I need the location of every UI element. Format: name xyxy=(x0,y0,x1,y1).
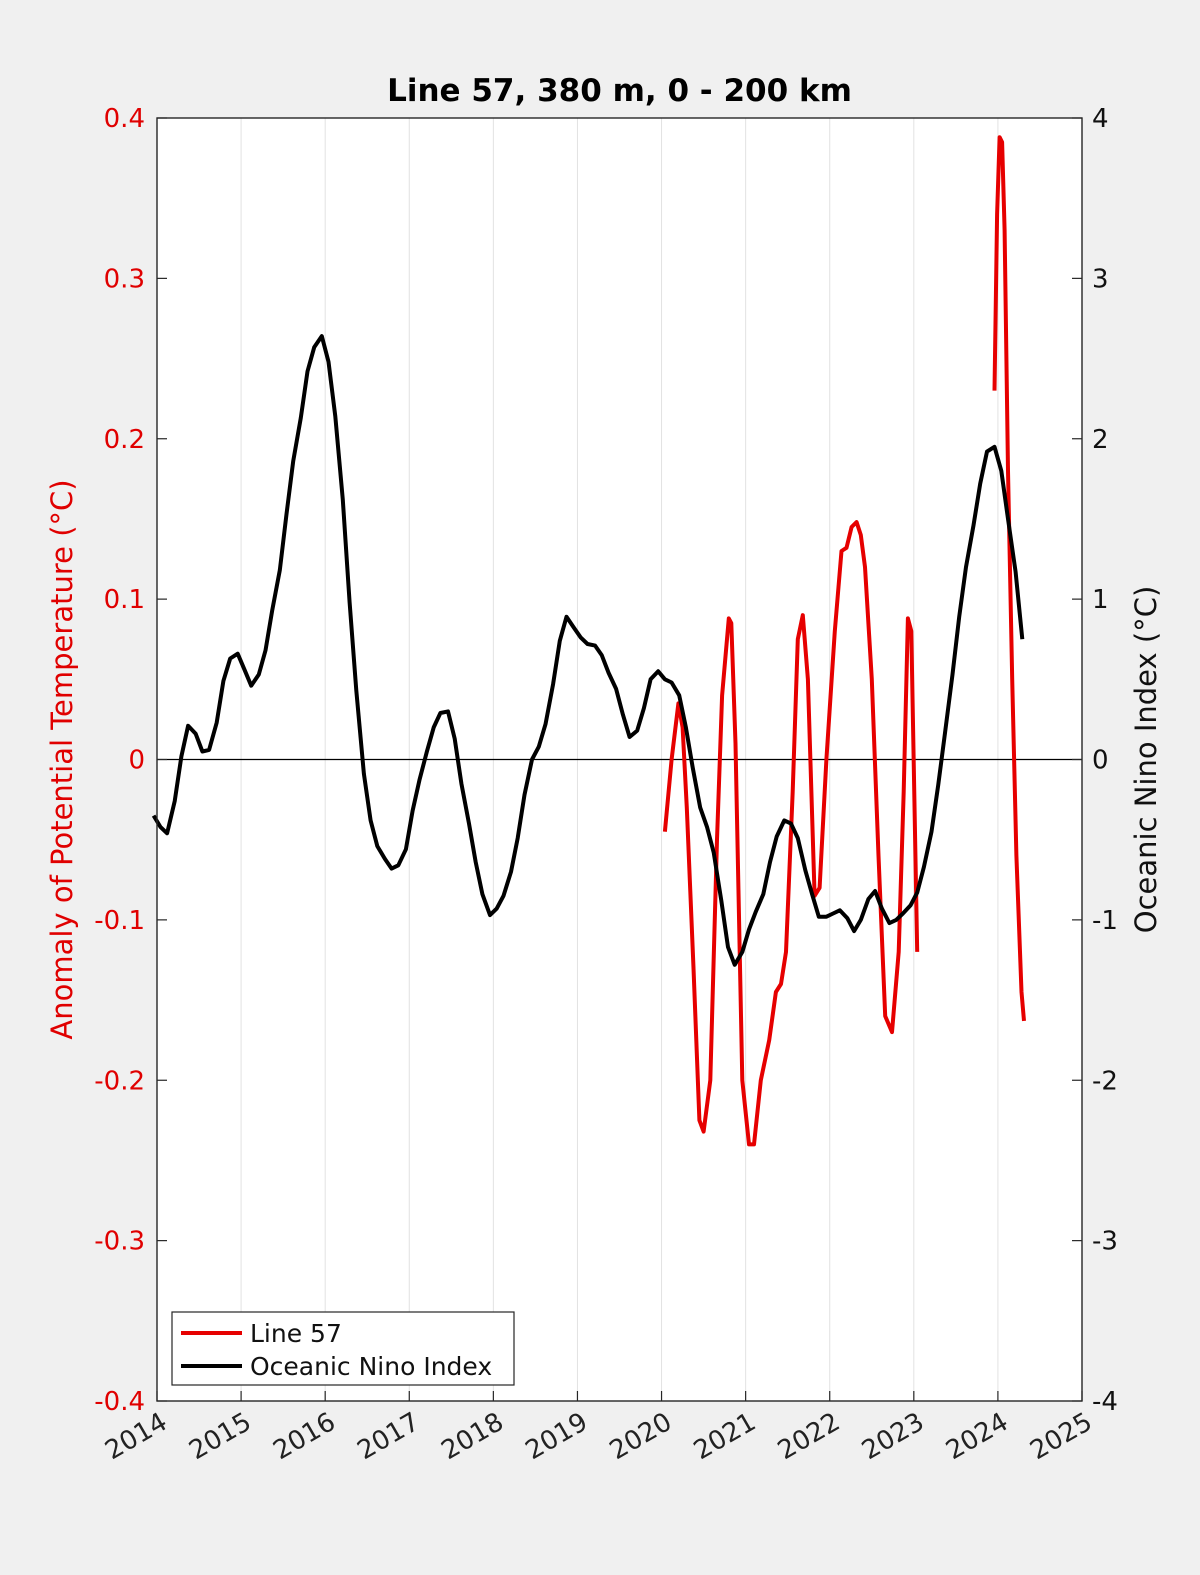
y-right-tick-label: 2 xyxy=(1092,425,1109,455)
legend: Line 57 Oceanic Nino Index xyxy=(171,1311,515,1386)
y-left-tick-label: -0.3 xyxy=(94,1227,145,1257)
y-left-tick-label: 0.2 xyxy=(104,425,145,455)
x-tick-label: 2016 xyxy=(268,1407,340,1466)
x-tick-label: 2020 xyxy=(605,1407,677,1466)
series-line-line-57 xyxy=(992,135,1026,1022)
y-right-tick-label: 0 xyxy=(1092,746,1109,776)
y-left-tick-label: -0.2 xyxy=(94,1066,145,1096)
y-right-tick-label: -1 xyxy=(1092,906,1118,936)
y-right-tick-label: -3 xyxy=(1092,1227,1118,1257)
legend-label-oni: Oceanic Nino Index xyxy=(250,1352,492,1381)
y-right-tick-label: -4 xyxy=(1092,1387,1118,1417)
x-tick-label: 2022 xyxy=(773,1407,845,1466)
series-line-oceanic-nino-index xyxy=(151,334,1025,967)
y-right-tick-label: 3 xyxy=(1092,264,1109,294)
y-left-tick-label: 0.3 xyxy=(104,264,145,294)
y-left-tick-label: 0.4 xyxy=(104,104,145,134)
x-tick-label: 2018 xyxy=(437,1407,509,1466)
chart-title: Line 57, 380 m, 0 - 200 km xyxy=(387,73,852,109)
y-axis-left-label: Anomaly of Potential Temperature (°C) xyxy=(45,479,79,1039)
y-right-tick-label: -2 xyxy=(1092,1066,1118,1096)
legend-label-line-57: Line 57 xyxy=(250,1319,342,1348)
x-tick-label: 2025 xyxy=(1025,1407,1097,1466)
series-line-line-57 xyxy=(662,520,920,1147)
y-right-tick-label: 4 xyxy=(1092,104,1109,134)
legend-box xyxy=(171,1311,515,1386)
series-layer xyxy=(151,135,1026,1147)
x-tick-label: 2023 xyxy=(857,1407,929,1466)
x-tick-label: 2015 xyxy=(184,1407,256,1466)
y-right-tick-label: 1 xyxy=(1092,585,1109,615)
x-tick-label: 2017 xyxy=(352,1407,424,1466)
y-left-tick-label: -0.1 xyxy=(94,906,145,936)
y-left-tick-label: 0.1 xyxy=(104,585,145,615)
y-axis-right-label: Oceanic Nino Index (°C) xyxy=(1129,586,1163,934)
y-left-tick-label: 0 xyxy=(128,746,145,776)
y-left-tick-label: -0.4 xyxy=(94,1387,145,1417)
x-tick-label: 2021 xyxy=(689,1407,761,1466)
x-tick-label: 2024 xyxy=(941,1407,1013,1466)
x-tick-label: 2019 xyxy=(521,1407,593,1466)
